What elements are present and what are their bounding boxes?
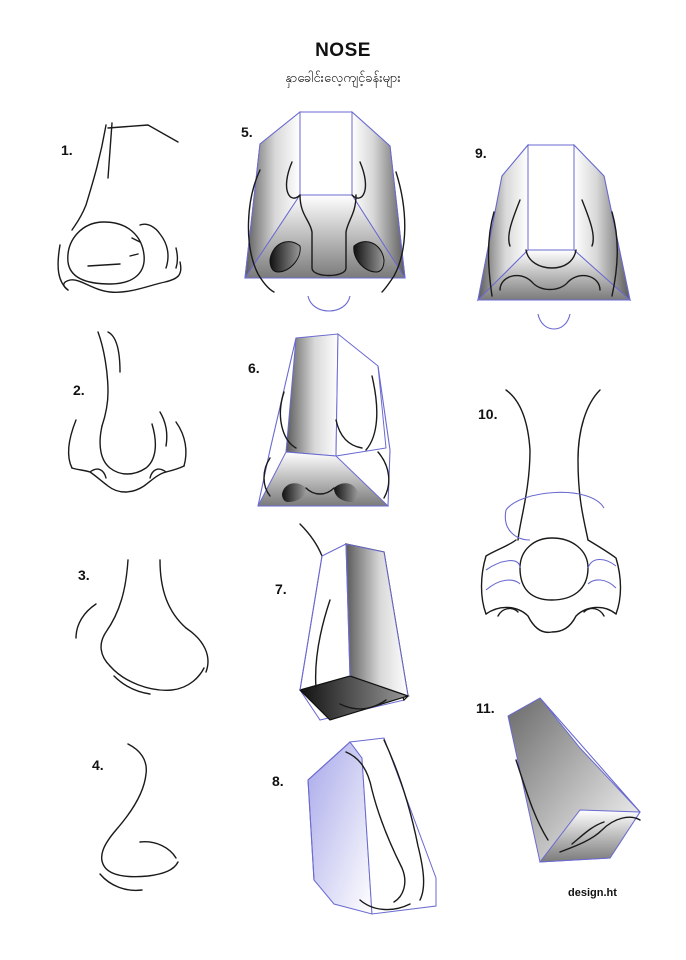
figure-label-4: 4. xyxy=(92,757,104,773)
figure-8-construction xyxy=(307,737,437,915)
page-title: NOSE xyxy=(315,40,371,61)
figure-9-construction xyxy=(476,143,632,330)
figure-label-5: 5. xyxy=(241,124,253,140)
figure-label-2: 2. xyxy=(73,382,85,398)
figure-label-3: 3. xyxy=(78,567,90,583)
credit-text: design.ht xyxy=(568,887,617,899)
figure-1-drawing xyxy=(57,122,182,293)
figure-label-7: 7. xyxy=(275,581,287,597)
figure-label-11: 11. xyxy=(476,700,495,716)
figure-label-9: 9. xyxy=(475,145,487,161)
figure-label-1: 1. xyxy=(61,142,73,158)
figure-4-drawing xyxy=(99,743,179,892)
figure-5-construction xyxy=(244,110,406,312)
figure-3-drawing xyxy=(75,559,209,695)
figure-2-drawing xyxy=(67,331,187,493)
figure-10-drawing xyxy=(480,389,622,634)
figure-label-8: 8. xyxy=(272,773,284,789)
figure-label-6: 6. xyxy=(248,360,260,376)
figure-11-construction xyxy=(507,697,641,863)
figure-7-construction xyxy=(298,523,410,721)
page-subtitle: နှာခေါင်းလေ့ကျင့်ခန်းများ xyxy=(285,71,401,86)
figure-label-10: 10. xyxy=(478,406,498,422)
figure-6-construction xyxy=(257,332,391,507)
